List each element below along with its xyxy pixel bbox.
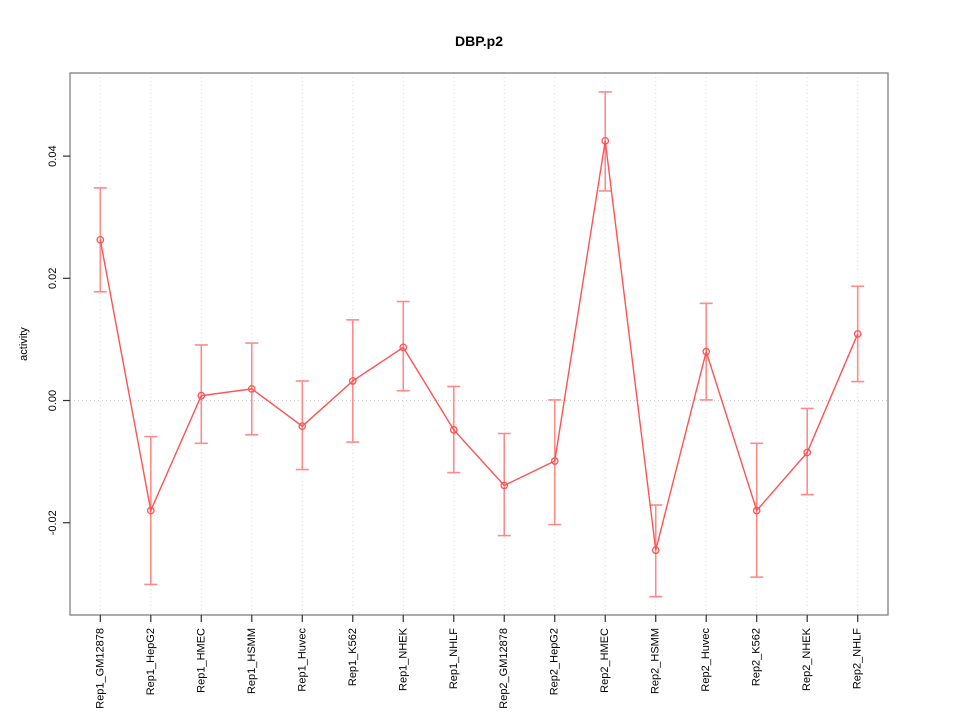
x-tick-label: Rep1_GM12878 (94, 628, 106, 709)
y-tick-label: 0.00 (47, 390, 59, 411)
x-tick-label: Rep2_GM12878 (498, 628, 510, 709)
x-tick-label: Rep2_K562 (751, 628, 763, 686)
data-point (601, 136, 610, 145)
plot-border (69, 72, 889, 616)
data-point (197, 391, 206, 400)
data-point (500, 481, 509, 490)
x-tick-label: Rep1_HMEC (195, 628, 207, 693)
data-point (550, 457, 559, 465)
series-line (99, 140, 859, 551)
data-point (702, 347, 711, 356)
data-point (348, 377, 357, 385)
data-point (651, 546, 660, 555)
gridlines (99, 73, 859, 615)
plot-box (69, 72, 889, 616)
x-tick-label: Rep2_Huvec (700, 628, 712, 692)
chart-title: DBP.p2 (455, 33, 503, 49)
data-point (803, 448, 812, 457)
data-points (96, 136, 862, 555)
x-tick-label: Rep2_NHEK (801, 627, 813, 691)
y-tick-label: 0.04 (47, 145, 59, 166)
data-point (298, 422, 307, 431)
y-tick-label: -0.02 (47, 510, 59, 535)
error-bar (396, 300, 410, 392)
x-tick-label: Rep1_K562 (347, 628, 359, 686)
data-point (247, 385, 256, 393)
error-bars (93, 91, 865, 598)
data-point (449, 426, 458, 434)
x-tick-label: Rep1_NHLF (448, 628, 460, 689)
data-point (752, 506, 761, 515)
data-point (96, 235, 105, 244)
error-bar (93, 187, 107, 293)
y-tick-label: 0.02 (47, 268, 59, 289)
y-axis-label: activity (18, 327, 30, 361)
x-tick-label: Rep1_NHEK (397, 627, 409, 691)
data-point (853, 330, 862, 338)
error-bar (649, 504, 663, 598)
error-bar (548, 399, 562, 526)
data-line (99, 140, 859, 551)
data-point (399, 343, 408, 352)
x-tick-label: Rep1_HepG2 (145, 628, 157, 695)
x-tick-label: Rep2_HMEC (599, 628, 611, 693)
x-tick-label: Rep2_HSMM (650, 628, 662, 694)
data-point (146, 506, 155, 515)
error-bar (194, 344, 208, 445)
x-tick-label: Rep1_Huvec (296, 628, 308, 692)
x-tick-label: Rep1_HSMM (246, 628, 258, 694)
x-tick-label: Rep2_HepG2 (549, 628, 561, 695)
x-tick-label: Rep2_NHLF (852, 628, 864, 689)
x-axis: Rep1_GM12878 Rep1_HepG2 Rep1_HMEC Rep1_HSMM… (94, 615, 864, 709)
y-axis: -0.02 0.00 0.02 0.04 (47, 145, 70, 535)
